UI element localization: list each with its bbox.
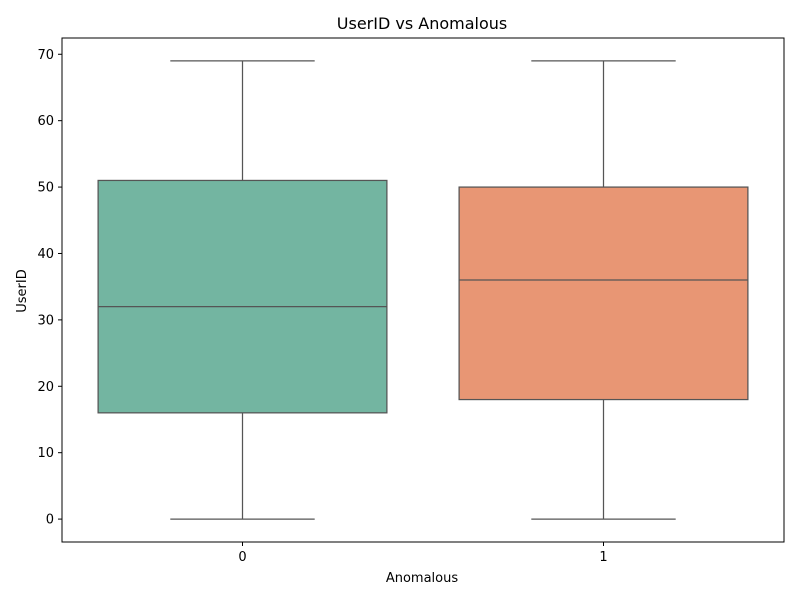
y-tick-label-70: 70 (37, 48, 54, 63)
box-1 (458, 186, 749, 401)
y-tick-label-40: 40 (37, 247, 54, 262)
box-0 (97, 179, 388, 414)
y-tick-label-20: 20 (37, 380, 54, 395)
chart-title: UserID vs Anomalous (337, 14, 507, 33)
axes-frame (61, 37, 785, 543)
axes: 0 10 20 30 40 50 60 70 0 1 (37, 37, 785, 565)
y-tick-label-50: 50 (37, 181, 54, 196)
x-axis-label: Anomalous (386, 571, 459, 586)
y-tick-label-0: 0 (46, 513, 54, 528)
box-group-1 (458, 60, 749, 520)
x-tick-label-0: 0 (238, 550, 246, 565)
plot-area (97, 60, 749, 520)
y-tick-label-30: 30 (37, 313, 54, 328)
x-tick-label-1: 1 (599, 550, 607, 565)
box-group-0 (97, 60, 388, 520)
y-tick-label-60: 60 (37, 114, 54, 129)
y-axis-label: UserID (15, 269, 30, 312)
y-tick-label-10: 10 (37, 446, 54, 461)
